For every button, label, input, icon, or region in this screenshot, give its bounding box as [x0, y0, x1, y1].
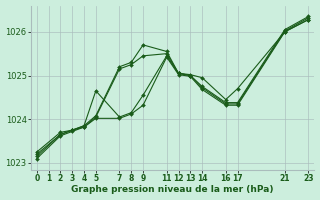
X-axis label: Graphe pression niveau de la mer (hPa): Graphe pression niveau de la mer (hPa) [71, 185, 274, 194]
